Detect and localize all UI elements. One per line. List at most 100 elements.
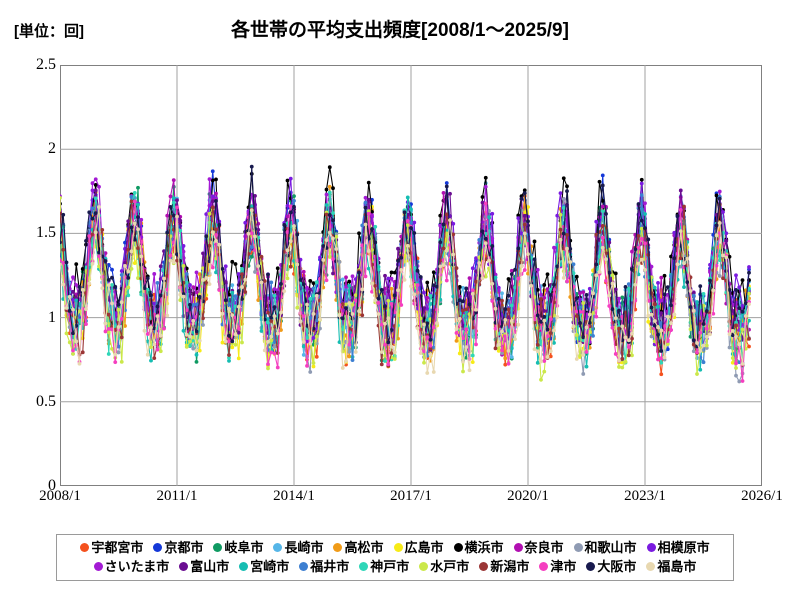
series-marker [246,215,251,220]
series-marker [493,275,498,280]
series-marker [269,319,274,323]
series-marker [480,200,485,205]
series-marker [649,305,654,310]
legend-item[interactable]: 宇都宮市 [80,541,143,554]
series-marker [607,240,612,245]
legend-item[interactable]: 福島市 [646,560,696,573]
legend-item[interactable]: 岐阜市 [213,541,263,554]
series-marker [136,246,140,251]
series-marker [542,283,547,287]
series-marker [630,331,634,336]
series-marker [383,353,387,358]
legend-item[interactable]: 相模原市 [646,541,710,554]
series-marker [249,245,254,250]
legend-item[interactable]: 長崎市 [273,541,323,554]
series-marker [373,284,378,288]
series-marker [106,330,111,335]
series-marker [311,293,316,298]
series-marker [526,205,530,209]
legend-item[interactable]: 和歌山市 [573,541,637,554]
series-marker [691,349,696,354]
series-marker [626,282,631,287]
series-marker [597,212,602,216]
legend-marker-icon [419,562,429,571]
series-marker [158,333,163,338]
legend-item[interactable]: 京都市 [153,541,203,554]
series-marker [230,290,235,295]
series-marker [444,184,449,189]
series-marker [422,360,426,365]
series-marker [428,352,433,357]
series-marker [688,305,693,309]
series-marker [275,290,280,295]
series-marker [630,336,634,341]
series-marker [568,246,573,251]
series-marker [370,281,374,286]
series-marker [327,213,332,217]
legend-item[interactable]: 横浜市 [453,541,504,554]
series-marker [457,298,462,303]
series-marker [383,342,387,347]
series-marker [695,341,699,345]
series-marker [574,296,579,301]
series-marker [272,340,277,344]
legend-item[interactable]: 高松市 [333,541,384,554]
legend-item[interactable]: 宮崎市 [239,560,289,573]
series-marker [610,307,615,312]
series-marker [617,365,621,369]
series-marker [77,309,82,313]
series-marker [93,177,98,182]
legend-item[interactable]: 新潟市 [479,560,529,573]
legend-item[interactable]: 奈良市 [513,541,564,554]
legend-item[interactable]: さいたま市 [93,560,169,573]
series-marker [132,199,137,204]
legend-item[interactable]: 富山市 [179,560,229,573]
series-marker [175,205,179,210]
legend-item[interactable]: 津市 [539,560,576,573]
series-marker [435,284,439,289]
series-marker [464,345,469,350]
series-marker [90,261,95,266]
series-marker [305,285,309,290]
series-marker [652,285,657,290]
series-marker [376,301,381,305]
series-marker [292,204,296,209]
series-marker [613,316,618,320]
series-marker [610,273,615,278]
series-marker [730,356,735,360]
series-marker [552,245,556,250]
series-marker [685,256,690,261]
legend-item[interactable]: 水戸市 [419,560,469,573]
series-marker [711,288,716,293]
series-marker [80,288,85,292]
series-marker [552,282,556,287]
series-marker [337,313,342,318]
series-marker [129,249,134,254]
series-marker [74,262,79,267]
series-marker [87,281,92,286]
series-marker [425,295,430,300]
series-marker [444,248,449,253]
series-marker [243,277,248,282]
series-marker [431,345,436,350]
series-marker [600,199,605,203]
series-marker [483,241,488,246]
y-tick-label: 1.5 [36,224,56,242]
series-marker [194,302,199,307]
legend-label: 福島市 [657,559,697,574]
series-marker [155,280,160,285]
legend-item[interactable]: 神戸市 [359,560,409,573]
series-marker [119,359,124,364]
series-marker [171,196,176,201]
series-marker [620,365,625,370]
series-marker [152,356,157,361]
series-marker [152,301,157,306]
series-marker [295,262,300,267]
legend-item[interactable]: 広島市 [393,541,444,554]
series-marker [184,272,189,276]
legend-item[interactable]: 大阪市 [586,560,636,573]
legend-item[interactable]: 福井市 [299,560,349,573]
series-marker [279,310,283,315]
series-marker [201,323,205,327]
series-marker [363,205,368,210]
